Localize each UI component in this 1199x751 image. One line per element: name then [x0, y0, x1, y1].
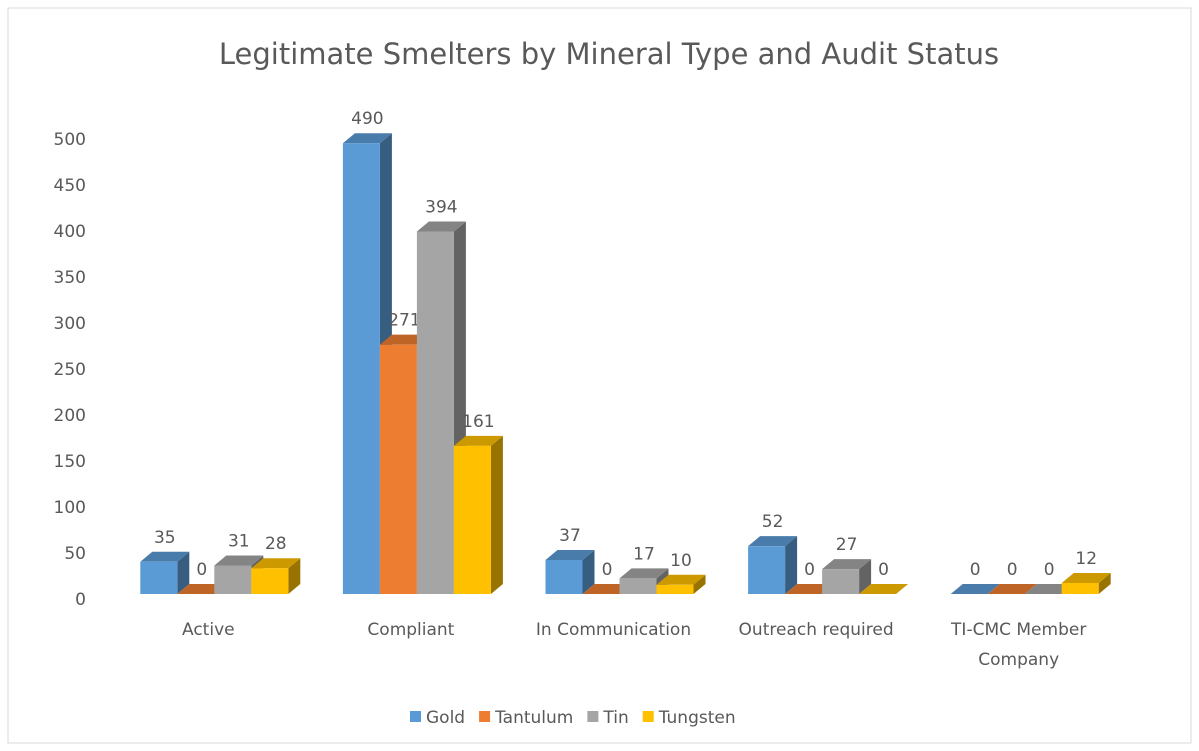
- chart-border: [7, 7, 1192, 744]
- legend-label: Tungsten: [658, 708, 736, 728]
- bar-top: [251, 558, 301, 569]
- data-label: 161: [462, 412, 494, 432]
- data-label: 0: [804, 560, 815, 580]
- legend-swatch: [410, 711, 421, 722]
- bar: [251, 568, 289, 594]
- data-label: 0: [196, 560, 207, 580]
- data-label: 0: [1007, 560, 1018, 580]
- bar: [619, 578, 657, 594]
- x-tick-label: TI-CMC Member Company: [951, 620, 1087, 670]
- y-tick-label: 0: [75, 590, 86, 610]
- bar: [748, 546, 786, 594]
- bar: [545, 559, 583, 594]
- y-tick-label: 200: [54, 406, 86, 426]
- data-label: 0: [878, 560, 889, 580]
- data-label: 35: [154, 528, 176, 548]
- bar-top: [619, 568, 669, 579]
- data-label: 271: [388, 311, 420, 331]
- bar-side: [859, 559, 872, 594]
- y-tick-label: 450: [54, 176, 86, 196]
- bar-top: [822, 559, 872, 570]
- bar: [140, 561, 178, 594]
- data-label: 37: [559, 526, 581, 546]
- bar-side: [582, 549, 595, 594]
- data-label: 31: [228, 531, 250, 551]
- data-label: 17: [633, 544, 655, 564]
- bar-top: [987, 584, 1037, 594]
- bar-top: [582, 584, 632, 594]
- bar-top: [177, 584, 227, 594]
- y-tick-label: 100: [54, 498, 86, 518]
- bar-top: [342, 133, 392, 144]
- bar-top: [214, 555, 264, 566]
- legend-label: Tantulum: [494, 708, 573, 728]
- y-tick-label: 500: [54, 130, 86, 150]
- legend-swatch: [642, 711, 654, 722]
- bar: [416, 231, 454, 594]
- x-tick-label: In Communication: [535, 620, 692, 640]
- x-tick-label: Compliant: [367, 620, 455, 640]
- y-tick-label: 50: [64, 544, 86, 564]
- bar-side: [693, 574, 706, 594]
- bar-top: [1024, 584, 1074, 594]
- data-label: 10: [670, 551, 692, 571]
- bar-top: [859, 584, 909, 594]
- bar-top: [545, 549, 595, 560]
- bar-top: [656, 574, 706, 585]
- bar-top: [416, 221, 466, 232]
- data-label: 52: [762, 512, 784, 532]
- y-tick-label: 300: [54, 314, 86, 334]
- bar-side: [490, 435, 503, 594]
- bar-side: [1098, 572, 1111, 594]
- bar: [453, 445, 491, 594]
- bar-top: [950, 584, 1000, 594]
- y-tick-label: 250: [54, 360, 86, 380]
- bar-side: [288, 558, 301, 594]
- data-label: 394: [425, 198, 457, 218]
- legend-swatch: [587, 711, 599, 722]
- bar: [656, 584, 694, 594]
- x-tick-label: Active: [182, 620, 235, 640]
- data-label: 28: [265, 534, 287, 554]
- bar-top: [140, 551, 190, 562]
- bar-top: [453, 435, 503, 446]
- y-tick-label: 350: [54, 268, 86, 288]
- bar-top: [785, 584, 835, 594]
- data-label: 490: [351, 109, 383, 129]
- bar-top: [748, 536, 798, 547]
- x-tick-label: Outreach required: [738, 620, 894, 640]
- y-tick-label: 150: [54, 452, 86, 472]
- data-label: 0: [602, 560, 613, 580]
- bar: [1061, 582, 1099, 594]
- bar: [342, 143, 380, 594]
- bar-side: [177, 551, 190, 594]
- bar: [822, 569, 860, 594]
- bar-side: [785, 536, 798, 594]
- legend-label: Gold: [426, 708, 465, 728]
- legend-label: Tin: [602, 708, 628, 728]
- bar-top: [1061, 572, 1111, 583]
- chart-title: Legitimate Smelters by Mineral Type and …: [219, 37, 999, 71]
- data-label: 12: [1075, 549, 1097, 569]
- y-tick-label: 400: [54, 222, 86, 242]
- legend-swatch: [479, 711, 491, 722]
- data-label: 27: [836, 535, 858, 555]
- data-label: 0: [970, 560, 981, 580]
- bar: [214, 565, 252, 594]
- bar: [379, 344, 417, 594]
- data-label: 0: [1044, 560, 1055, 580]
- bar-top: [379, 334, 429, 345]
